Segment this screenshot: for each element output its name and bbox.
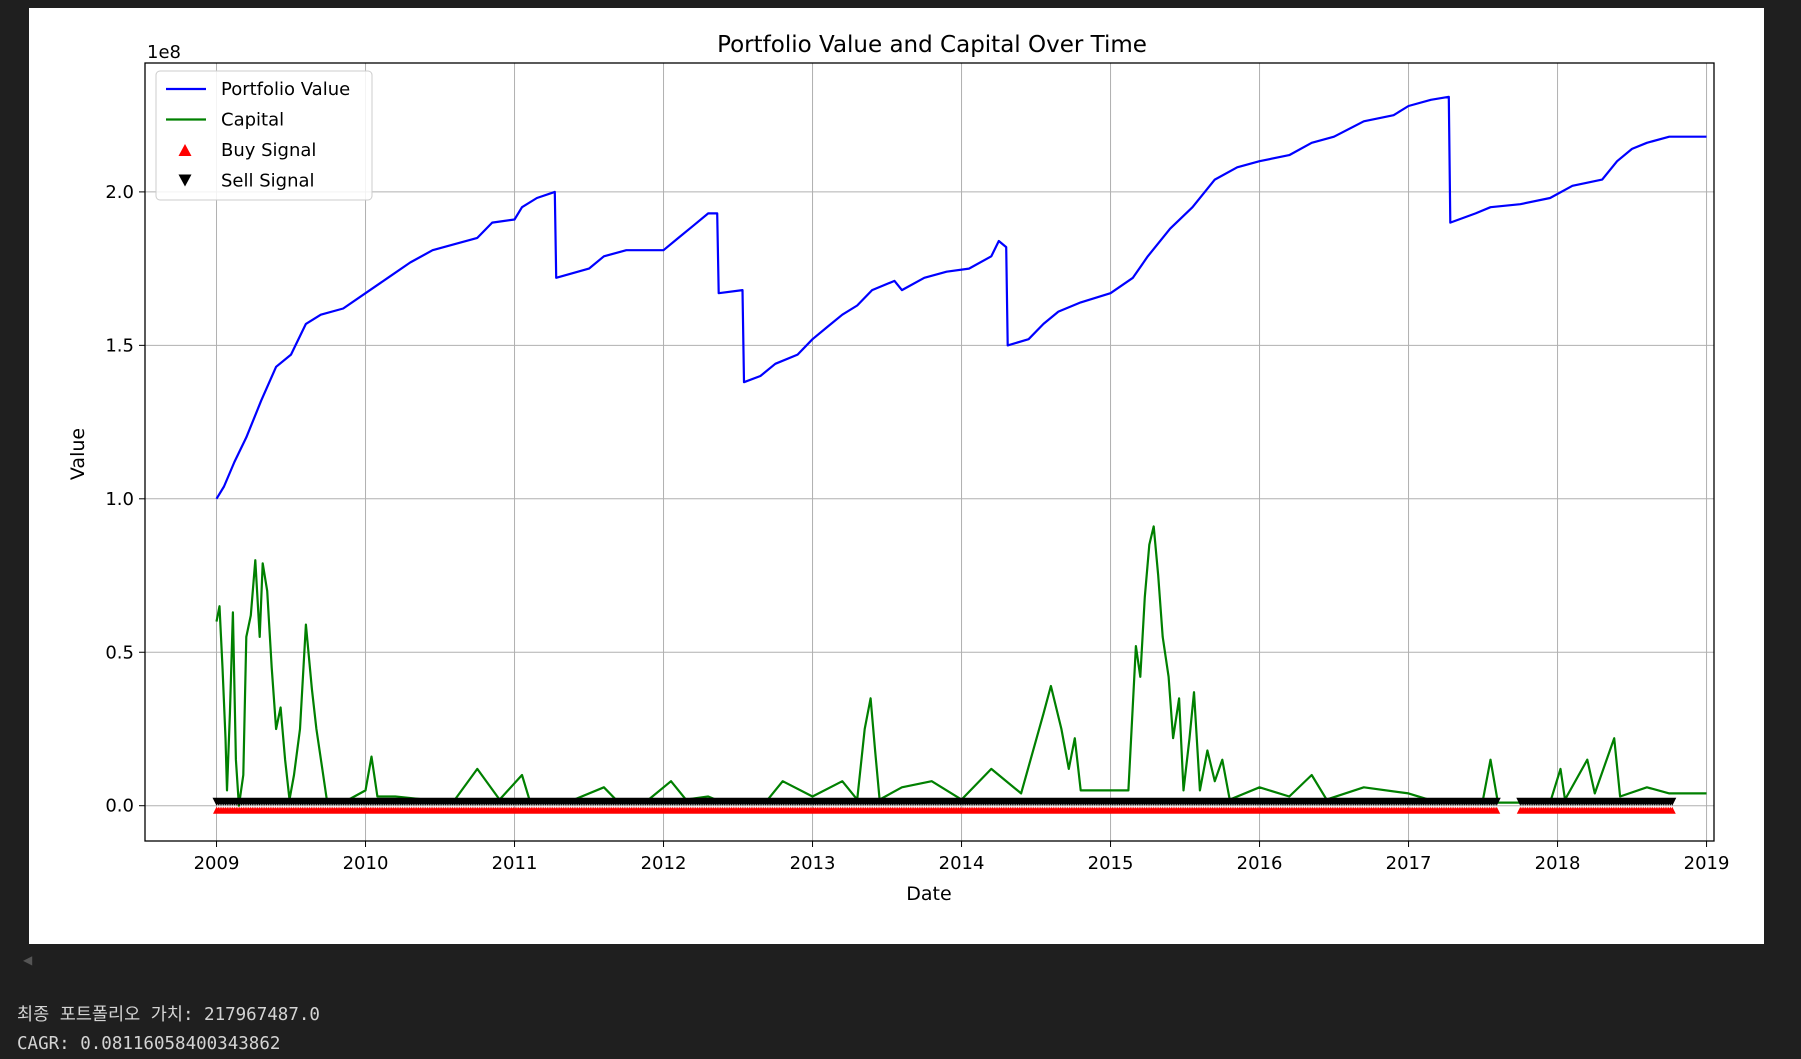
legend: Portfolio Value Capital Buy Signal Sell Sig… (155, 70, 373, 201)
x-tick-label: 2012 (641, 853, 687, 874)
x-tick-label: 2011 (492, 853, 538, 874)
y-axis-label: Value (67, 428, 89, 480)
scroll-left-icon[interactable]: ◀ (23, 953, 33, 967)
final-portfolio-value-line: 최종 포트폴리오 가치: 217967487.0 (17, 1005, 320, 1025)
legend-label: Buy Signal (221, 140, 316, 161)
capital-line (215, 525, 1707, 807)
x-tick-label: 2009 (194, 853, 240, 874)
legend-swatch (178, 174, 192, 187)
stdout-output: 최종 포트폴리오 가치: 217967487.0 CAGR: 0.0811605… (17, 1001, 320, 1059)
y-tick-label: 2.0 (105, 182, 134, 203)
legend-swatch (178, 144, 192, 156)
chart: Portfolio Value and Capital Over Time 1e… (67, 32, 1730, 905)
legend-label: Portfolio Value (221, 79, 350, 100)
y-tick-label: 1.0 (105, 489, 134, 510)
legend-label: Sell Signal (221, 171, 315, 192)
y-tick-label: 0.5 (105, 642, 134, 663)
buy-signal-markers (213, 806, 1501, 814)
portfolio-value-line (215, 95, 1707, 500)
x-tick-label: 2014 (939, 853, 985, 874)
x-tick-label: 2015 (1088, 853, 1134, 874)
y-tick-label: 1.5 (105, 335, 134, 356)
legend-item: Buy Signal (178, 140, 316, 161)
y-axis: 0.0 0.5 1.0 1.5 2.0 (105, 182, 145, 817)
x-axis: 2009 2010 2011 2012 2013 2014 2015 2016 2017 2018… (194, 841, 1730, 874)
buy-signal-markers (1516, 806, 1676, 814)
x-tick-label: 2016 (1237, 853, 1283, 874)
sell-signal-markers (212, 797, 1501, 806)
x-axis-label: Date (906, 883, 951, 905)
signal-markers (212, 797, 1677, 814)
legend-label: Capital (221, 110, 284, 131)
y-tick-label: 0.0 (105, 796, 134, 817)
series-layer (215, 95, 1707, 807)
chart-title: Portfolio Value and Capital Over Time (717, 32, 1147, 58)
legend-item: Portfolio Value (166, 79, 350, 100)
x-tick-label: 2019 (1684, 853, 1730, 874)
grid (145, 63, 1714, 841)
sell-signal-markers (1516, 797, 1677, 806)
figure: Portfolio Value and Capital Over Time 1e… (29, 8, 1764, 944)
x-tick-label: 2013 (790, 853, 836, 874)
x-tick-label: 2010 (343, 853, 389, 874)
legend-item: Capital (166, 110, 284, 131)
x-tick-label: 2017 (1386, 853, 1432, 874)
plot-frame (144, 62, 1715, 842)
cagr-line: CAGR: 0.08116058400343862 (17, 1034, 281, 1054)
legend-item: Sell Signal (178, 171, 315, 192)
x-tick-label: 2018 (1535, 853, 1581, 874)
y-offset-label: 1e8 (147, 42, 181, 63)
legend-box (155, 70, 373, 201)
